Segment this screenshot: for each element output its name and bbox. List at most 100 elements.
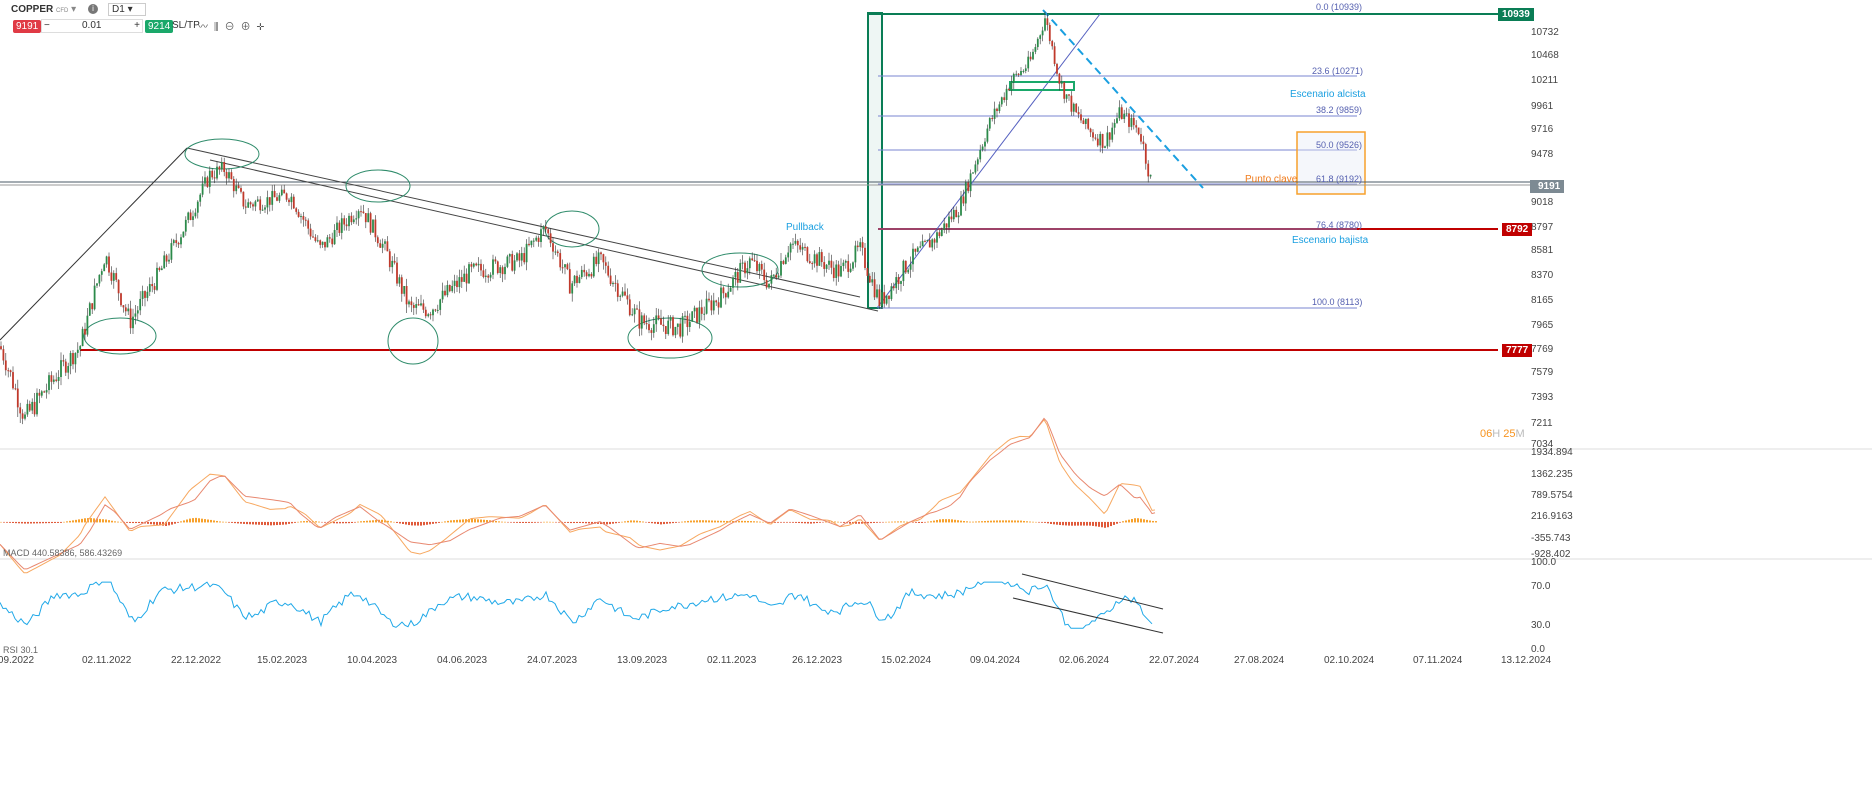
macd-histogram-bar [252, 521, 254, 525]
candle-body [837, 264, 840, 277]
candle-body [352, 219, 355, 223]
macd-histogram-bar [1125, 520, 1127, 523]
macd-histogram-bar [576, 521, 578, 524]
zoom-out-icon[interactable]: ⊖ [224, 22, 241, 33]
macd-tick: -355.743 [1531, 533, 1571, 544]
macd-histogram-bar [669, 521, 671, 524]
macd-histogram-bar [639, 521, 641, 523]
macd-histogram-bar [315, 521, 317, 523]
candle-body [602, 254, 605, 263]
date-tick: 02.11.2022 [82, 655, 132, 666]
symbol-selector[interactable]: COPPER CFD ▾ [11, 4, 76, 15]
candle-body [427, 314, 430, 317]
candles-icon[interactable]: ⫼ [214, 22, 225, 33]
macd-histogram-bar [798, 521, 800, 524]
macd-histogram-bar [447, 520, 449, 523]
macd-histogram-bar [807, 521, 809, 524]
candle-body [432, 309, 434, 316]
candle-body [1104, 146, 1106, 148]
macd-histogram-bar [84, 518, 86, 523]
candle-body [621, 291, 624, 296]
candle-body [297, 211, 300, 217]
candle-body [523, 253, 526, 263]
buy-button[interactable]: 9214 [145, 20, 174, 33]
candle-body [516, 253, 518, 261]
macd-histogram-bar [51, 521, 53, 524]
macd-histogram-bar [159, 521, 161, 526]
decrease-button[interactable]: − [44, 20, 50, 31]
candle-body [616, 283, 619, 297]
rsi-tick: 30.0 [1531, 620, 1551, 631]
candle-body [1046, 18, 1049, 25]
candle-body [472, 263, 475, 267]
macd-histogram-bar [951, 519, 953, 523]
macd-histogram-bar [1014, 520, 1016, 523]
candle-body [576, 275, 578, 283]
candle-body [441, 290, 444, 300]
candle-body [844, 260, 847, 263]
macd-histogram-bar [1122, 521, 1124, 523]
candle-body [230, 172, 233, 180]
macd-histogram-bar [702, 520, 704, 523]
candle-body [410, 301, 413, 306]
candle-body [300, 216, 302, 218]
sltp-button[interactable]: SL/TP [172, 20, 200, 31]
candle-body [535, 237, 538, 241]
macd-histogram-bar [546, 521, 548, 523]
sell-button[interactable]: 9191 [13, 20, 42, 33]
increase-button[interactable]: + [134, 20, 140, 31]
macd-histogram-bar [264, 521, 266, 526]
candle-body [640, 315, 643, 329]
candle-body [861, 242, 864, 248]
candle-body [986, 128, 989, 142]
rsi-tick: 100.0 [1531, 557, 1557, 568]
volume-input[interactable]: 0.01 [82, 20, 102, 31]
macd-histogram-bar [12, 521, 14, 524]
candle-body [1015, 73, 1018, 75]
zoom-in-icon[interactable]: ⊕ [240, 22, 257, 33]
macd-histogram-bar [960, 520, 962, 523]
volume-stepper[interactable]: − 0.01 + [41, 19, 143, 33]
rsi-tick: 0.0 [1531, 644, 1545, 655]
candle-body [588, 273, 590, 277]
highlight-ellipse [83, 317, 157, 355]
macd-histogram-bar [372, 520, 374, 523]
line-chart-icon[interactable]: 〰 [198, 22, 214, 33]
macd-histogram-bar [759, 521, 761, 523]
macd-histogram-bar [984, 521, 986, 523]
macd-histogram-bar [1020, 520, 1022, 523]
candle-body [1029, 56, 1032, 60]
candle-body [926, 240, 929, 242]
macd-histogram-bar [345, 521, 347, 524]
candle-body [115, 273, 118, 280]
candle-body [780, 261, 782, 276]
macd-histogram-bar [66, 521, 68, 523]
candle-body [1077, 112, 1080, 115]
macd-histogram-bar [981, 521, 983, 523]
candle-body [549, 233, 552, 244]
macd-histogram-bar [441, 521, 443, 523]
macd-histogram-bar [93, 518, 95, 523]
candle-body [952, 209, 955, 220]
candle-body [501, 267, 504, 275]
candle-body [1125, 113, 1128, 115]
macd-histogram-bar [117, 521, 119, 523]
info-icon[interactable]: i [88, 4, 98, 14]
candle-body [842, 262, 845, 267]
macd-histogram-bar [891, 521, 893, 523]
candle-body [388, 251, 391, 268]
candle-body [292, 196, 295, 209]
candle-body [660, 318, 662, 325]
candle-body [252, 204, 254, 207]
timeframe-select[interactable]: D1 ▾ [108, 3, 146, 16]
date-tick: 07.11.2024 [1413, 655, 1463, 666]
candle-body [343, 218, 346, 225]
candle-body [1120, 107, 1123, 120]
candle-body [285, 193, 288, 200]
macd-histogram-bar [1065, 521, 1067, 526]
crosshair-icon[interactable]: ✛ [256, 22, 271, 33]
macd-histogram-bar [1137, 518, 1139, 523]
candle-body [268, 197, 271, 205]
macd-histogram-bar [657, 521, 659, 525]
